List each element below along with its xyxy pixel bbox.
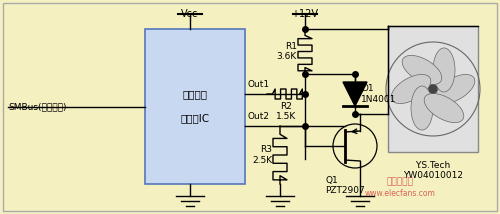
Circle shape [429,85,437,93]
Text: D1
1N4001: D1 1N4001 [361,84,396,104]
Text: R2
1.5K: R2 1.5K [276,102,296,121]
Ellipse shape [411,86,433,130]
Ellipse shape [402,55,442,85]
Polygon shape [343,82,367,106]
Text: 传感器IC: 传感器IC [180,113,210,123]
Ellipse shape [435,74,475,104]
Text: Out2: Out2 [247,112,269,121]
Text: 数字温度: 数字温度 [182,89,208,100]
Text: R3
2.5K: R3 2.5K [252,145,272,165]
Text: Out1: Out1 [247,80,269,89]
Ellipse shape [391,74,431,104]
Text: YW04010012: YW04010012 [403,171,463,180]
Bar [388,26,478,152]
Text: Vcc: Vcc [182,9,198,19]
Text: www.elecfans.com: www.elecfans.com [364,190,436,199]
Text: R1
3.6K: R1 3.6K [277,42,297,61]
Text: 电子发烧友: 电子发烧友 [386,177,413,186]
Ellipse shape [433,48,455,92]
Ellipse shape [424,94,464,123]
Text: SMBus(至控制器): SMBus(至控制器) [8,103,66,111]
Text: Y.S.Tech: Y.S.Tech [416,162,450,171]
Bar [145,29,245,184]
Text: +12V: +12V [292,9,318,19]
Text: Q1
PZT2907: Q1 PZT2907 [325,176,365,195]
